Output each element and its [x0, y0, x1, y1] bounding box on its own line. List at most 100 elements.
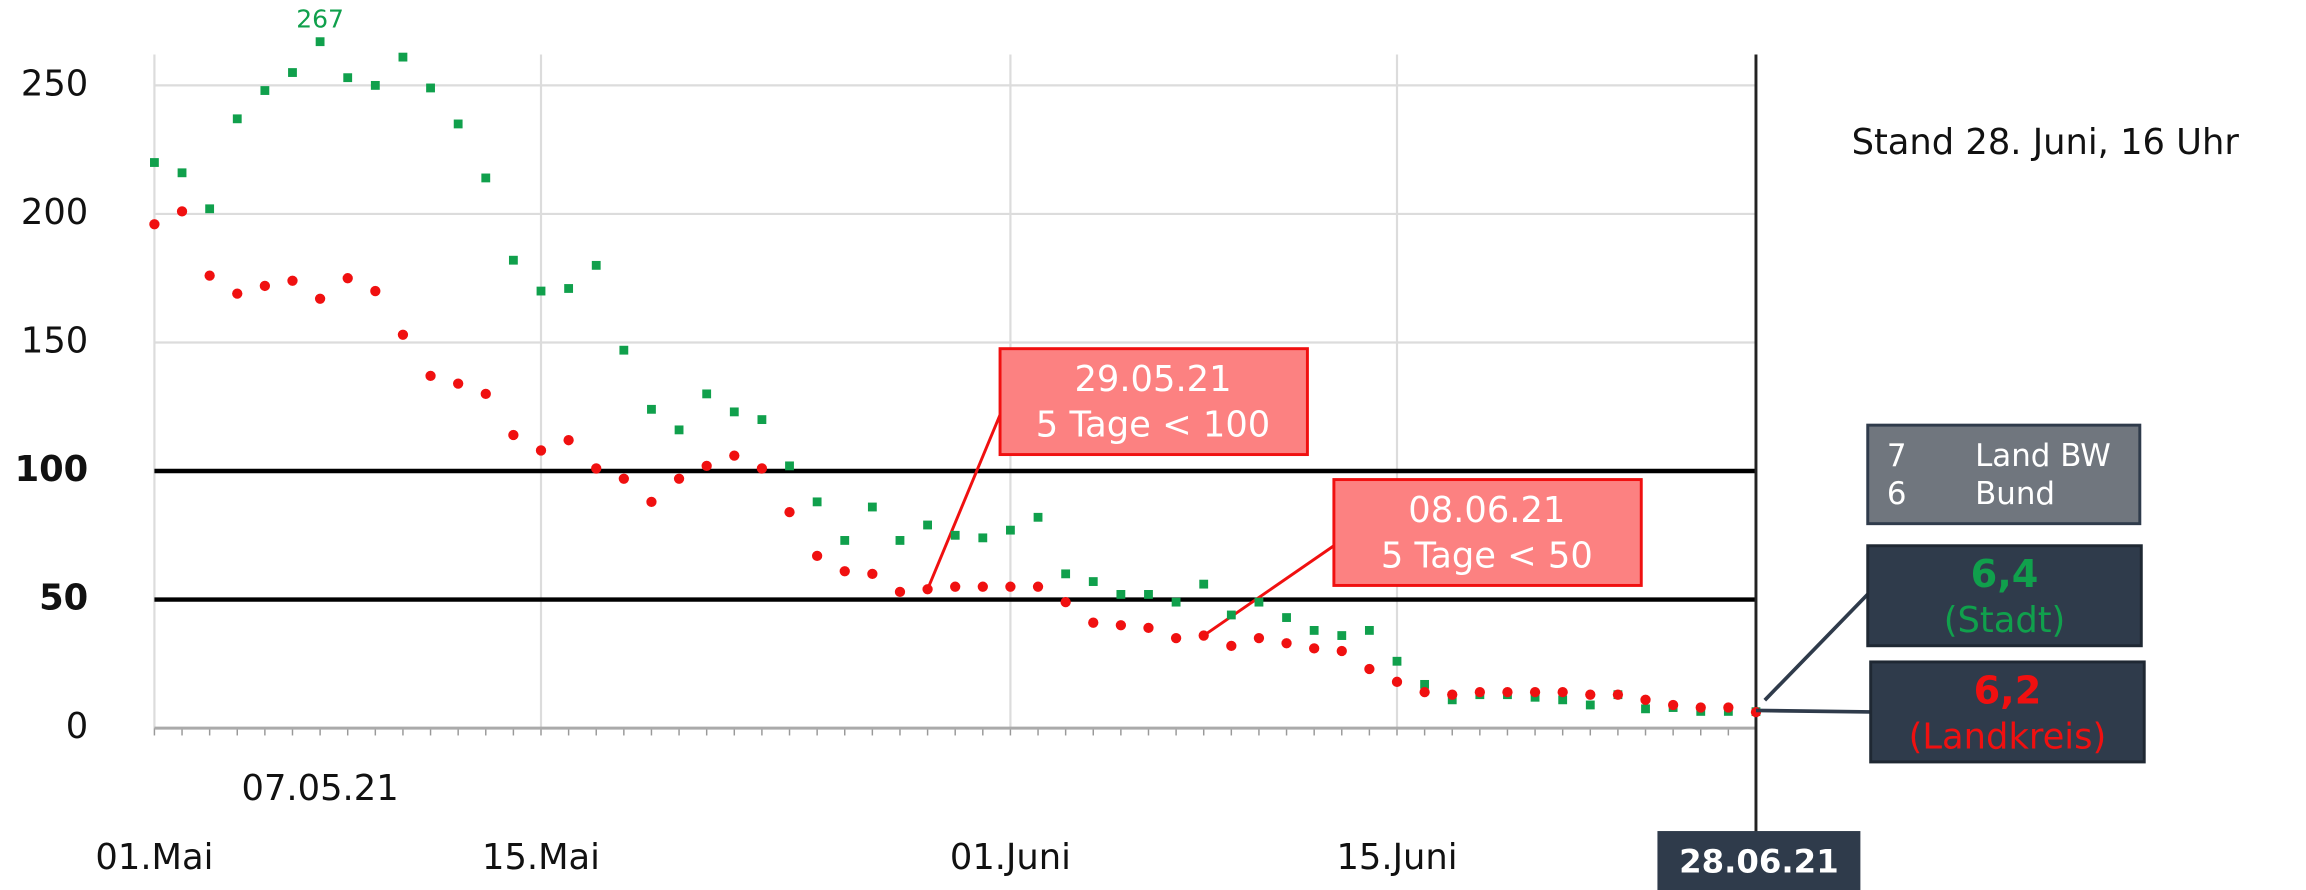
- data-point: [1033, 582, 1043, 592]
- data-point: [1281, 638, 1291, 648]
- data-point: [840, 536, 849, 545]
- data-point: [1144, 590, 1153, 599]
- data-point: [922, 584, 932, 594]
- value-box-leader: [1765, 594, 1868, 700]
- stand-note: Stand 28. Juni, 16 Uhr: [1852, 122, 2240, 163]
- data-point: [537, 287, 546, 296]
- data-point: [757, 415, 766, 424]
- data-point: [343, 73, 352, 82]
- data-point: [1061, 597, 1071, 607]
- data-point: [315, 294, 325, 304]
- data-point: [619, 346, 628, 355]
- data-point: [675, 425, 684, 434]
- data-point: [978, 582, 988, 592]
- data-point: [536, 445, 546, 455]
- y-tick-label: 250: [21, 63, 88, 104]
- data-point: [923, 521, 932, 530]
- data-point: [1282, 613, 1291, 622]
- data-point: [370, 286, 380, 296]
- annotation-leader: [1204, 546, 1334, 636]
- data-point: [1696, 702, 1706, 712]
- data-point: [481, 174, 490, 183]
- annotation-text: 5 Tage < 100: [1036, 405, 1270, 446]
- info-value: 7: [1887, 438, 1907, 474]
- x-tick-label: 15.Mai: [482, 837, 600, 878]
- data-point: [1006, 526, 1015, 535]
- y-tick-label: 200: [21, 192, 88, 233]
- data-point: [371, 81, 380, 90]
- data-point: [1255, 598, 1264, 607]
- data-point: [1419, 687, 1429, 697]
- data-point: [260, 281, 270, 291]
- value-box-leader: [1756, 710, 1871, 711]
- data-point: [1586, 701, 1595, 710]
- x-tick-label: 15.Juni: [1336, 837, 1457, 878]
- data-point: [978, 533, 987, 542]
- data-point: [1365, 626, 1374, 635]
- data-point: [426, 84, 435, 93]
- data-point: [867, 569, 877, 579]
- data-point: [1116, 590, 1125, 599]
- data-point: [1061, 569, 1070, 578]
- data-point: [1199, 630, 1209, 640]
- data-point: [646, 497, 656, 507]
- data-point: [399, 53, 408, 62]
- data-point: [288, 68, 297, 77]
- current-value: 6,2: [1974, 669, 2042, 713]
- data-point: [1558, 687, 1568, 697]
- data-point: [425, 371, 435, 381]
- data-point: [619, 474, 629, 484]
- data-point: [205, 204, 214, 213]
- data-point: [1337, 646, 1347, 656]
- data-point: [1005, 582, 1015, 592]
- data-point: [1668, 700, 1678, 710]
- data-point: [730, 407, 739, 416]
- data-point: [481, 389, 491, 399]
- data-point: [784, 507, 794, 517]
- data-point: [150, 158, 159, 167]
- series-name: (Stadt): [1944, 600, 2066, 641]
- data-point: [1364, 664, 1374, 674]
- data-point: [785, 461, 794, 470]
- data-point: [177, 206, 187, 216]
- data-point: [508, 430, 518, 440]
- x-tick-label: 01.Mai: [95, 837, 213, 878]
- data-point: [702, 389, 711, 398]
- y-tick-label: 0: [66, 706, 88, 747]
- data-point: [232, 288, 242, 298]
- data-point: [343, 273, 353, 283]
- data-point: [204, 270, 214, 280]
- data-point: [1530, 687, 1540, 697]
- end-date-label: 28.06.21: [1679, 842, 1839, 880]
- data-point: [592, 261, 601, 270]
- data-point: [1227, 611, 1236, 620]
- page: {"chart_data": { "type": "line", "catego…: [0, 0, 2306, 890]
- data-point: [1034, 513, 1043, 522]
- data-point: [1502, 687, 1512, 697]
- info-label: Land BW: [1975, 438, 2111, 474]
- data-point: [1171, 633, 1181, 643]
- data-point: [895, 587, 905, 597]
- data-point: [757, 463, 767, 473]
- data-point: [1309, 643, 1319, 653]
- data-point: [1199, 580, 1208, 589]
- x-tick-label: 01.Juni: [950, 837, 1071, 878]
- peak-value-label: 267: [296, 5, 344, 34]
- annotation-text: 5 Tage < 50: [1381, 536, 1593, 577]
- data-point: [260, 86, 269, 95]
- data-point: [287, 276, 297, 286]
- series-name: (Landkreis): [1909, 716, 2107, 757]
- y-tick-label: 100: [15, 449, 89, 490]
- y-tick-label: 50: [39, 578, 88, 619]
- chart: Stand 28. Juni, 16 Uhr 05010015020025001…: [0, 0, 2306, 890]
- data-point: [812, 551, 822, 561]
- current-value: 6,4: [1971, 553, 2039, 597]
- data-point: [729, 450, 739, 460]
- data-point: [1088, 618, 1098, 628]
- data-point: [674, 474, 684, 484]
- data-point: [453, 378, 463, 388]
- annotation-leader: [928, 415, 1000, 589]
- data-point: [702, 461, 712, 471]
- data-point: [1226, 641, 1236, 651]
- data-point: [233, 114, 242, 123]
